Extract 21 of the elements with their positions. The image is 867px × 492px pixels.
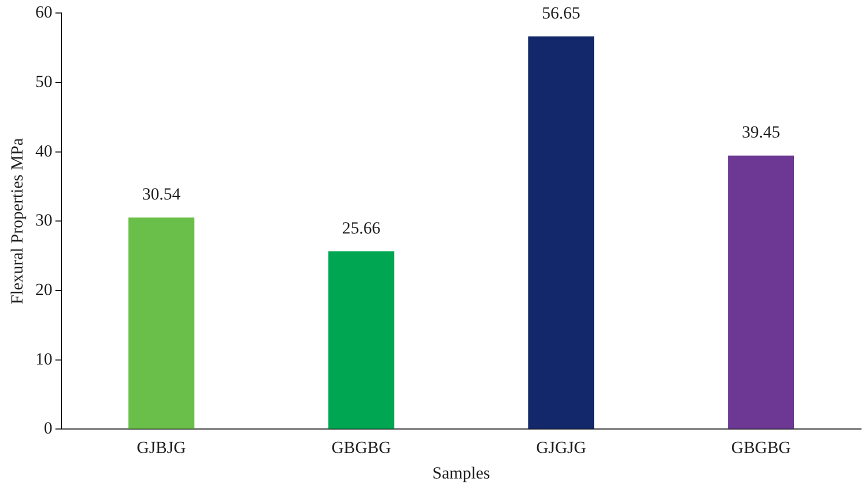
bar [328, 251, 394, 429]
data-label: 56.65 [542, 3, 580, 22]
x-tick-label: GBGBG [331, 438, 392, 457]
data-label: 39.45 [742, 122, 780, 142]
y-tick-label: 0 [44, 418, 52, 438]
x-tick-label: GJBJG [136, 438, 186, 457]
bar [128, 217, 194, 429]
x-tick-label: GBGBG [731, 438, 791, 457]
y-tick-label: 40 [35, 141, 52, 160]
y-tick-label: 50 [35, 72, 52, 91]
data-label: 25.66 [342, 218, 380, 238]
data-label: 30.54 [142, 184, 181, 204]
y-tick-label: 60 [35, 2, 52, 22]
bar [728, 156, 794, 429]
x-tick-label: GJGJG [536, 438, 586, 457]
x-axis-title: Samples [432, 463, 490, 482]
y-tick-label: 20 [35, 280, 52, 299]
bar [528, 36, 594, 429]
y-axis-title: Flexural Properties MPa [8, 138, 27, 304]
y-tick-label: 10 [35, 349, 52, 368]
y-tick-label: 30 [35, 210, 52, 230]
